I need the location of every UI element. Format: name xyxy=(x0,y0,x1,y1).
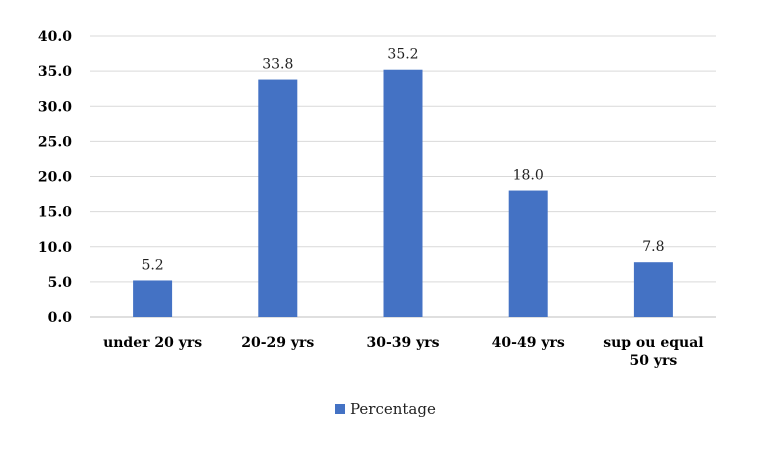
legend-swatch-percentage xyxy=(335,404,345,414)
bar xyxy=(383,69,423,317)
legend-label-percentage: Percentage xyxy=(350,400,436,418)
y-tick-label: 5.0 xyxy=(48,275,73,291)
legend: Percentage xyxy=(335,400,436,418)
x-tick-label: sup ou equal 50 yrs xyxy=(603,335,703,369)
data-label: 33.8 xyxy=(262,57,293,73)
data-labels: 5.2 33.8 35.2 18.0 7.8 xyxy=(141,47,664,274)
y-axis: 0.0 5.0 10.0 15.0 20.0 25.0 30.0 35.0 40.0 xyxy=(38,29,72,326)
y-tick-label: 35.0 xyxy=(38,64,72,80)
y-tick-label: 15.0 xyxy=(38,205,72,221)
x-tick-label: 30-39 yrs xyxy=(366,335,439,351)
y-tick-label: 0.0 xyxy=(48,310,73,326)
x-tick-label: 40-49 yrs xyxy=(492,335,565,351)
bar xyxy=(633,262,673,317)
data-label: 35.2 xyxy=(387,47,418,63)
y-tick-label: 10.0 xyxy=(38,240,72,256)
bar xyxy=(508,190,548,317)
data-label: 18.0 xyxy=(513,168,544,184)
bar xyxy=(133,280,173,317)
bar xyxy=(258,79,298,318)
data-label: 5.2 xyxy=(141,257,163,273)
x-axis: under 20 yrs 20-29 yrs 30-39 yrs 40-49 yrs s… xyxy=(103,335,704,369)
y-tick-label: 20.0 xyxy=(38,170,72,186)
x-tick-label: under 20 yrs xyxy=(103,335,202,351)
y-tick-label: 30.0 xyxy=(38,99,72,115)
x-tick-label: 20-29 yrs xyxy=(241,335,314,351)
y-tick-label: 40.0 xyxy=(38,29,72,45)
data-label: 7.8 xyxy=(642,239,664,255)
bars xyxy=(133,69,673,318)
y-tick-label: 25.0 xyxy=(38,134,72,150)
